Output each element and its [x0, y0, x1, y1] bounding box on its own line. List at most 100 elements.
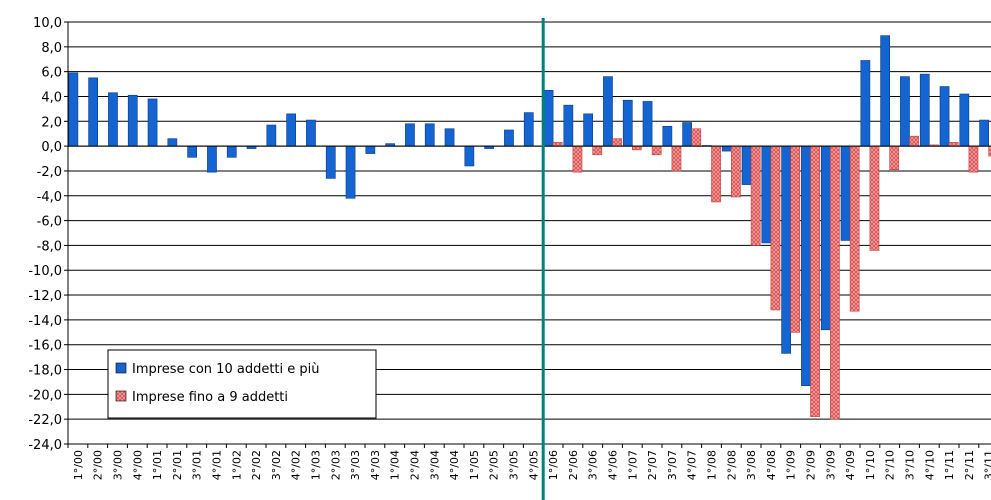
bar	[583, 113, 593, 147]
bar	[592, 145, 603, 156]
bar	[552, 142, 563, 147]
bar	[108, 92, 118, 147]
legend-swatch	[115, 362, 127, 374]
bar	[919, 73, 930, 147]
bar	[711, 145, 721, 203]
x-tick-label: 3°/07	[666, 450, 679, 480]
bar	[68, 72, 79, 147]
bar	[662, 125, 673, 147]
bar	[959, 93, 970, 147]
x-tick-label: 4°/10	[923, 450, 936, 480]
x-tick-label: 2°/00	[92, 450, 105, 480]
x-tick-label: 4°/08	[765, 450, 778, 480]
x-tick-label: 3°/03	[349, 450, 362, 480]
bar	[741, 145, 752, 185]
bar	[820, 145, 831, 331]
x-tick-label: 4°/03	[369, 450, 382, 480]
bar	[651, 145, 662, 156]
y-tick-label: -18,0	[28, 364, 62, 379]
bar	[345, 145, 356, 199]
bar	[127, 94, 138, 147]
bar	[325, 145, 336, 179]
x-tick-label: 1°/11	[943, 450, 956, 480]
bar	[840, 145, 851, 241]
x-tick-label: 1°/05	[468, 450, 481, 480]
x-tick-label: 2°/08	[725, 450, 738, 480]
bar	[266, 124, 277, 147]
x-tick-label: 1°/00	[72, 450, 85, 480]
bar	[187, 145, 197, 158]
x-tick-label: 4°/02	[290, 450, 303, 480]
bar	[801, 145, 811, 386]
x-tick-label: 1°/10	[864, 450, 877, 480]
x-tick-label: 4°/07	[686, 450, 699, 480]
bar	[464, 145, 475, 167]
bar	[939, 86, 950, 147]
y-tick-label: 4,0	[41, 90, 62, 105]
bar	[682, 122, 692, 147]
x-tick-label: 1°/02	[230, 450, 243, 480]
bar	[147, 98, 158, 147]
bar	[790, 145, 801, 333]
bar	[603, 76, 613, 147]
bar	[612, 138, 622, 147]
bar	[88, 77, 99, 147]
bar	[770, 145, 781, 311]
x-tick-label: 4°/01	[211, 450, 224, 480]
bar	[286, 113, 297, 147]
y-tick-label: -14,0	[28, 314, 62, 329]
x-tick-label: 3°/05	[508, 450, 521, 480]
x-tick-label: 1°/01	[151, 450, 164, 480]
bar	[671, 145, 682, 172]
bar	[691, 128, 702, 147]
y-tick-label: -20,0	[28, 388, 62, 403]
x-tick-label: 2°/07	[646, 450, 659, 480]
y-tick-label: 2,0	[41, 115, 62, 130]
x-tick-label: 3°/01	[191, 450, 204, 480]
y-tick-label: -22,0	[28, 413, 62, 428]
bar	[167, 138, 178, 147]
bar	[306, 119, 316, 147]
y-tick-label: 6,0	[41, 66, 62, 81]
y-tick-label: 10,0	[33, 16, 62, 31]
y-tick-label: -8,0	[37, 239, 62, 254]
bar	[781, 145, 791, 354]
x-tick-label: 1°/03	[310, 450, 323, 480]
x-tick-label: 3°/00	[112, 450, 125, 480]
x-tick-label: 4°/00	[131, 450, 144, 480]
bar	[365, 145, 376, 154]
x-tick-label: 3°/06	[587, 450, 600, 480]
x-tick-label: 1°/09	[785, 450, 798, 480]
x-tick-label: 4°/09	[844, 450, 857, 480]
x-tick-label: 2°/02	[250, 450, 263, 480]
bar	[207, 145, 217, 173]
bar	[849, 145, 860, 312]
y-tick-label: -24,0	[28, 438, 62, 453]
x-tick-label: 4°/05	[527, 450, 540, 480]
x-tick-label: 2°/01	[171, 450, 184, 480]
bar	[948, 142, 959, 147]
y-tick-label: -2,0	[37, 165, 62, 180]
bar	[563, 104, 574, 147]
y-tick-label: 0,0	[41, 140, 62, 155]
bar	[880, 35, 890, 147]
legend-label: Imprese con 10 addetti e più	[132, 362, 320, 377]
legend-label: Imprese fino a 9 addetti	[132, 390, 288, 405]
bar	[642, 101, 653, 147]
x-tick-label: 2°/03	[329, 450, 342, 480]
bar	[889, 145, 900, 170]
y-tick-label: -16,0	[28, 339, 62, 354]
x-tick-label: 2°/11	[963, 450, 976, 480]
x-tick-label: 1°/06	[547, 450, 560, 480]
bar	[869, 145, 880, 251]
bar	[631, 145, 642, 151]
x-tick-label: 3°/08	[745, 450, 758, 480]
bar	[730, 145, 741, 198]
bar	[523, 112, 534, 147]
x-tick-label: 1°/08	[706, 450, 719, 480]
x-tick-label: 3°/02	[270, 450, 283, 480]
bar	[860, 60, 871, 147]
x-tick-label: 3°/11	[983, 450, 991, 480]
bar	[761, 145, 772, 244]
y-tick-label: -4,0	[37, 190, 62, 205]
